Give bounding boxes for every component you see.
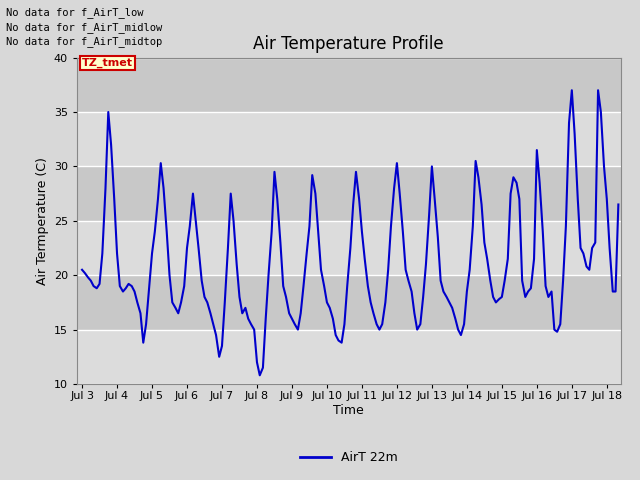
Y-axis label: Air Termperature (C): Air Termperature (C) — [36, 157, 49, 285]
Bar — [77, 167, 621, 221]
Title: Air Temperature Profile: Air Temperature Profile — [253, 35, 444, 53]
Bar — [77, 112, 621, 167]
X-axis label: Time: Time — [333, 404, 364, 417]
Bar — [77, 330, 621, 384]
Text: No data for f_AirT_midtop: No data for f_AirT_midtop — [6, 36, 163, 47]
Text: No data for f_AirT_low: No data for f_AirT_low — [6, 7, 144, 18]
Bar — [77, 275, 621, 330]
Legend: AirT 22m: AirT 22m — [295, 446, 403, 469]
Bar — [77, 221, 621, 275]
Text: No data for f_AirT_midlow: No data for f_AirT_midlow — [6, 22, 163, 33]
Text: TZ_tmet: TZ_tmet — [82, 58, 133, 68]
Bar — [77, 58, 621, 112]
